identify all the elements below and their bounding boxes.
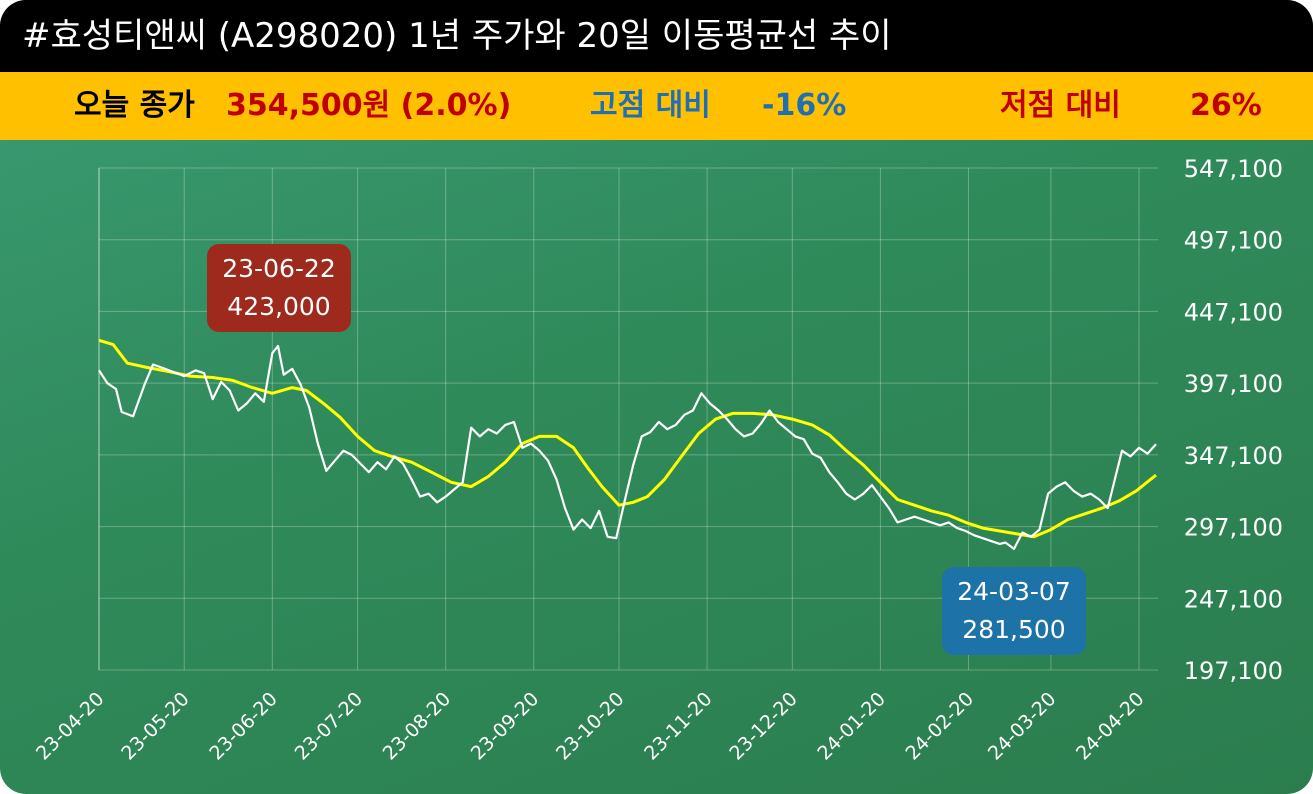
x-tick-label: 23-08-20 <box>379 688 456 765</box>
x-tick-label: 23-04-20 <box>32 688 109 765</box>
high-annotation: 23-06-22 423,000 <box>207 244 351 332</box>
x-tick-label: 23-05-20 <box>117 688 194 765</box>
low-compare-label: 저점 대비 <box>1000 88 1121 123</box>
low-compare-value: 26% <box>1190 88 1262 123</box>
y-tick-label: 547,100 <box>1184 155 1283 183</box>
x-tick-label: 24-03-20 <box>984 688 1061 765</box>
summary-bar: 오늘 종가 354,500원 (2.0%) 고점 대비 -16% 저점 대비 2… <box>0 72 1313 140</box>
low-annotation-value: 281,500 <box>962 615 1066 644</box>
low-annotation: 24-03-07 281,500 <box>942 567 1086 655</box>
series-lines <box>98 338 1157 551</box>
y-tick-label: 447,100 <box>1184 298 1283 326</box>
high-compare-label: 고점 대비 <box>590 88 711 123</box>
high-annotation-date: 23-06-22 <box>222 254 336 283</box>
x-tick-label: 23-09-20 <box>467 688 544 765</box>
title-bar: #효성티앤씨 (A298020) 1년 주가와 20일 이동평균선 추이 <box>0 0 1313 72</box>
low-annotation-date: 24-03-07 <box>957 577 1071 606</box>
y-axis-ticks: 547,100 497,100 447,100 397,100 347,100 297,1… <box>1184 155 1283 685</box>
series-line-price <box>98 344 1157 551</box>
high-compare-value: -16% <box>762 88 847 123</box>
x-axis-ticks: 23-04-20 23-05-20 23-06-20 23-07-20 23-08-20… <box>32 688 1149 765</box>
x-tick-label: 23-11-20 <box>640 688 717 765</box>
y-tick-label: 497,100 <box>1184 227 1283 255</box>
chart-title: #효성티앤씨 (A298020) 1년 주가와 20일 이동평균선 추이 <box>22 16 892 56</box>
series-line-ma20 <box>98 338 1157 539</box>
high-annotation-value: 423,000 <box>227 292 331 321</box>
close-value: 354,500원 (2.0%) <box>226 88 512 123</box>
x-tick-label: 24-04-20 <box>1072 688 1149 765</box>
x-tick-label: 23-06-20 <box>205 688 282 765</box>
x-tick-label: 23-10-20 <box>552 688 629 765</box>
y-tick-label: 197,100 <box>1184 657 1283 685</box>
y-tick-label: 247,100 <box>1184 585 1283 613</box>
x-tick-label: 24-02-20 <box>901 688 978 765</box>
y-tick-label: 297,100 <box>1184 514 1283 542</box>
x-tick-label: 23-07-20 <box>291 688 368 765</box>
x-tick-label: 23-12-20 <box>725 688 802 765</box>
close-label: 오늘 종가 <box>74 88 195 123</box>
price-chart: 547,100 497,100 447,100 397,100 347,100 297,1… <box>32 155 1283 765</box>
y-tick-label: 397,100 <box>1184 370 1283 398</box>
y-tick-label: 347,100 <box>1184 442 1283 470</box>
x-tick-label: 24-01-20 <box>813 688 890 765</box>
